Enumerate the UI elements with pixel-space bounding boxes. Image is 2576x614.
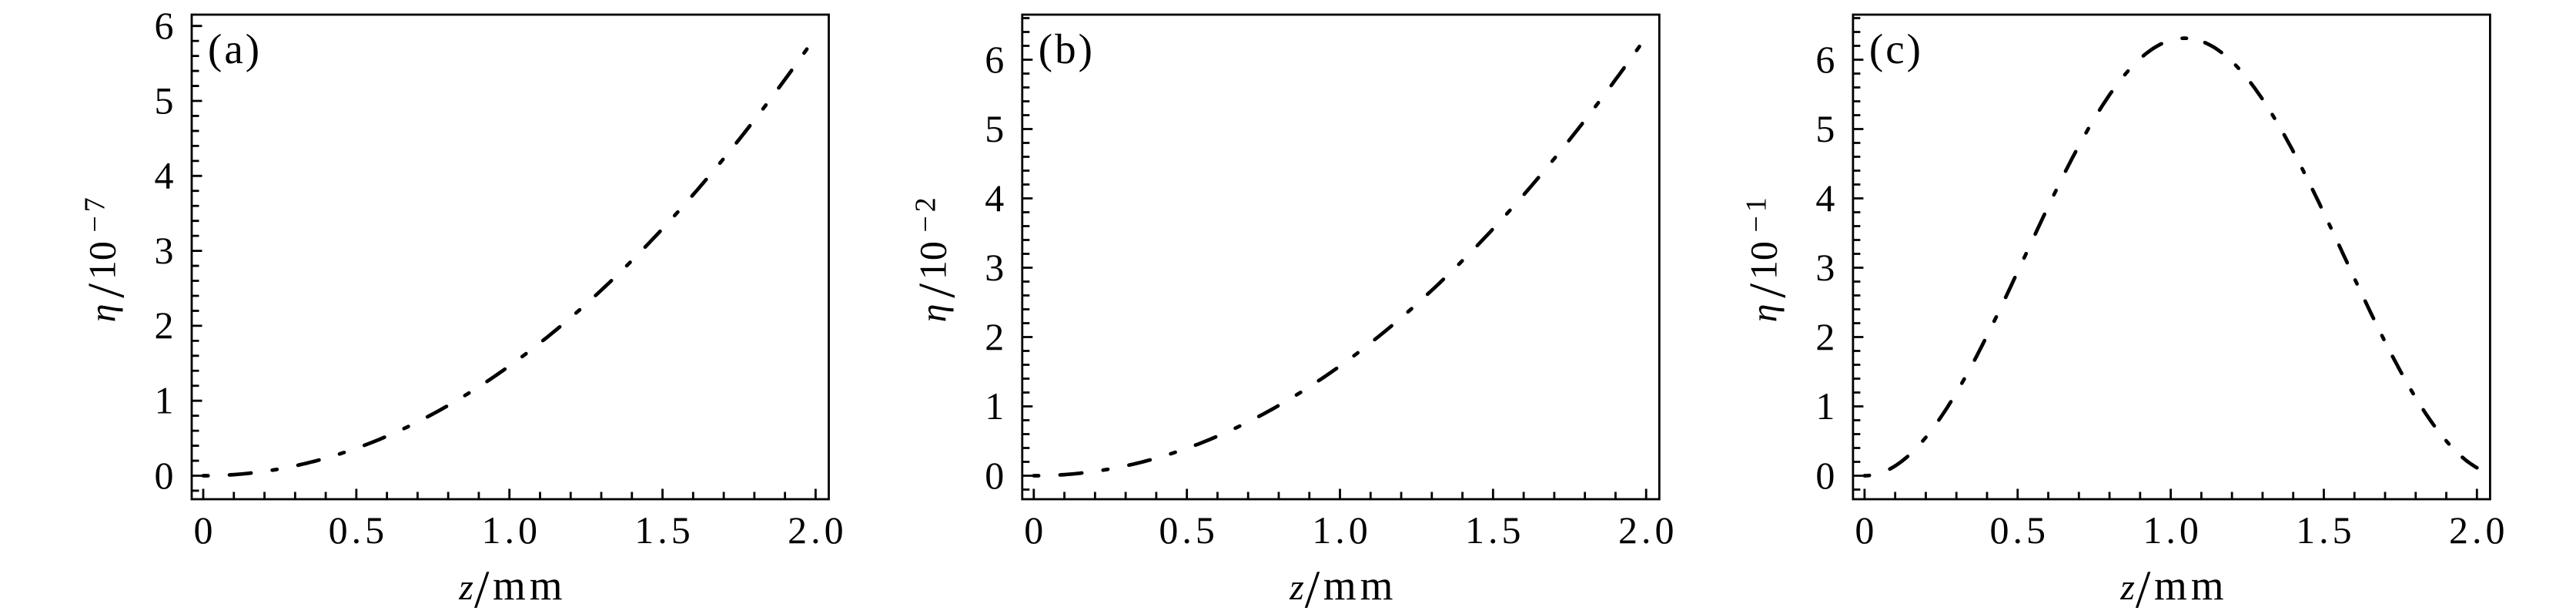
svg-text:2: 2	[1815, 315, 1835, 358]
svg-text:6: 6	[1815, 38, 1835, 81]
svg-text:0: 0	[194, 508, 213, 552]
svg-text:6: 6	[985, 38, 1004, 81]
svg-text:0: 0	[1024, 508, 1043, 552]
svg-text:1.0: 1.0	[2143, 508, 2203, 552]
svg-text:1.0: 1.0	[1312, 508, 1372, 552]
svg-text:3: 3	[155, 229, 174, 272]
svg-text:η/10−7: η/10−7	[77, 197, 135, 322]
svg-text:3: 3	[985, 246, 1004, 289]
svg-text:2.0: 2.0	[2449, 508, 2509, 552]
svg-text:z/mm: z/mm	[1289, 561, 1397, 614]
svg-text:η/10−2: η/10−2	[907, 197, 965, 322]
svg-text:0: 0	[985, 454, 1004, 497]
svg-text:z/mm: z/mm	[458, 561, 566, 614]
svg-text:1: 1	[985, 384, 1004, 428]
svg-text:0: 0	[1855, 508, 1874, 552]
svg-text:2: 2	[985, 315, 1004, 358]
svg-text:0.5: 0.5	[1159, 508, 1219, 552]
svg-text:z/mm: z/mm	[2119, 561, 2227, 614]
svg-text:(c): (c)	[1869, 25, 1923, 72]
svg-text:(a): (a)	[208, 25, 262, 72]
svg-text:5: 5	[1815, 107, 1835, 150]
svg-text:5: 5	[985, 107, 1004, 150]
svg-text:2.0: 2.0	[788, 508, 848, 552]
svg-text:5: 5	[155, 79, 174, 122]
svg-text:1.5: 1.5	[2296, 508, 2356, 552]
svg-text:2.0: 2.0	[1618, 508, 1678, 552]
svg-text:1.5: 1.5	[1465, 508, 1525, 552]
svg-text:η/10−1: η/10−1	[1738, 197, 1796, 322]
svg-text:0.5: 0.5	[1989, 508, 2049, 552]
svg-text:4: 4	[155, 154, 174, 197]
svg-text:4: 4	[1815, 176, 1835, 220]
svg-text:2: 2	[155, 304, 174, 347]
svg-text:(b): (b)	[1039, 25, 1095, 72]
svg-text:3: 3	[1815, 246, 1835, 289]
svg-text:6: 6	[155, 4, 174, 47]
svg-text:4: 4	[985, 176, 1004, 220]
svg-text:1: 1	[1815, 384, 1835, 428]
svg-text:1: 1	[155, 379, 174, 422]
svg-text:1.5: 1.5	[634, 508, 694, 552]
svg-text:1.0: 1.0	[481, 508, 541, 552]
svg-text:0.5: 0.5	[329, 508, 389, 552]
svg-text:0: 0	[155, 454, 174, 497]
svg-text:0: 0	[1815, 454, 1835, 497]
